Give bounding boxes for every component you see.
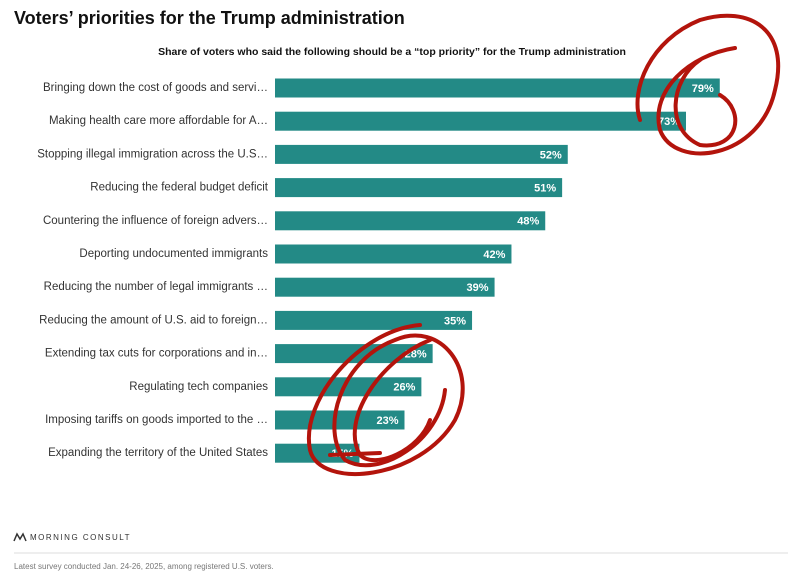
bar	[275, 144, 568, 164]
category-label: Reducing the federal budget deficit	[90, 182, 269, 194]
source-logo: MORNING CONSULT	[30, 533, 131, 542]
category-label: Stopping illegal immigration across the …	[37, 148, 268, 160]
category-label: Reducing the number of legal immigrants …	[44, 281, 268, 293]
category-label: Expanding the territory of the United St…	[48, 447, 268, 459]
chart-title: Voters’ priorities for the Trump adminis…	[14, 8, 405, 28]
category-label: Regulating tech companies	[129, 381, 268, 393]
category-label: Bringing down the cost of goods and serv…	[43, 82, 268, 94]
value-label: 73%	[658, 116, 680, 128]
scribbles	[306, 13, 781, 476]
bar	[275, 310, 473, 330]
bar	[275, 211, 546, 231]
category-label: Countering the influence of foreign adve…	[43, 215, 268, 227]
category-label: Deporting undocumented immigrants	[79, 248, 268, 260]
value-label: 42%	[483, 249, 505, 261]
value-label: 48%	[517, 216, 539, 228]
bar	[275, 377, 422, 397]
category-label: Reducing the amount of U.S. aid to forei…	[39, 314, 268, 326]
value-label: 79%	[692, 83, 714, 95]
logo-icon	[13, 532, 27, 542]
category-label: Extending tax cuts for corporations and …	[45, 348, 268, 360]
bars: Bringing down the cost of goods and serv…	[37, 78, 720, 463]
bar	[275, 244, 512, 264]
category-label: Making health care more affordable for A…	[49, 115, 268, 127]
value-label: 39%	[467, 282, 489, 294]
chart-subtitle: Share of voters who said the following s…	[158, 46, 626, 58]
bar	[275, 111, 686, 131]
value-label: 52%	[540, 149, 562, 161]
bar	[275, 178, 563, 198]
bar	[275, 78, 720, 98]
value-label: 26%	[393, 382, 415, 394]
bar	[275, 277, 495, 297]
note: Latest survey conducted Jan. 24-26, 2025…	[14, 562, 274, 571]
value-label: 51%	[534, 183, 556, 195]
bar	[275, 410, 405, 430]
value-label: 23%	[376, 415, 398, 427]
value-label: 35%	[444, 315, 466, 327]
category-label: Imposing tariffs on goods imported to th…	[45, 414, 268, 426]
